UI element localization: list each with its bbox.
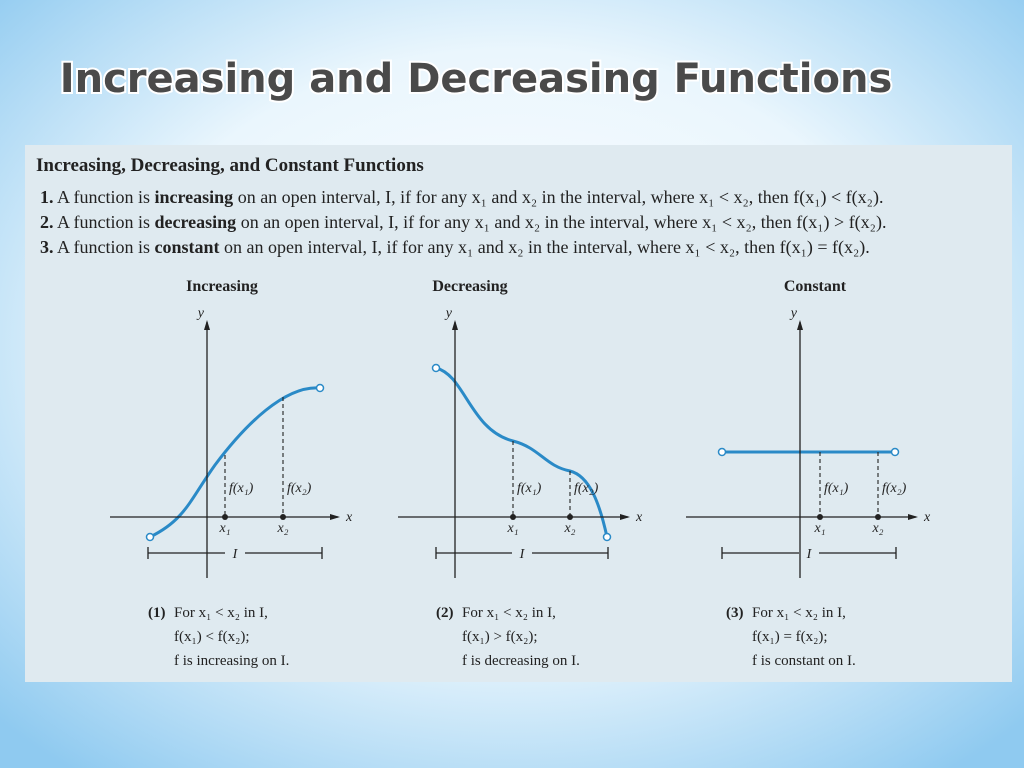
slide-title: Increasing and Decreasing Functions: [60, 56, 893, 102]
title-glow: Increasing and Decreasing Functions: [60, 56, 893, 102]
caption-number: (3): [726, 605, 744, 621]
caption-line: For x₁ < x₂ in I,: [752, 605, 846, 621]
interval-label: I: [806, 547, 813, 562]
endpoint: [145, 532, 155, 542]
f-label: f(x₁): [517, 481, 542, 496]
graph-title: Decreasing: [432, 278, 507, 295]
definition: 1. A function is increasing on an open i…: [40, 187, 883, 208]
x-point-label: x₂: [871, 521, 883, 536]
caption-line: For x₁ < x₂ in I,: [174, 605, 268, 621]
x-axis-label: x: [635, 510, 643, 525]
box-heading: Increasing, Decreasing, and Constant Fun…: [36, 155, 424, 176]
increasing-curve: [149, 386, 321, 539]
x-point-label: x₂: [276, 521, 288, 536]
point: [510, 514, 516, 520]
y-arrow: [797, 320, 803, 330]
caption-line: f(x₁) = f(x₂);: [752, 629, 828, 645]
caption-line: For x₁ < x₂ in I,: [462, 605, 556, 621]
endpoint: [717, 447, 727, 457]
f-label: f(x₂): [287, 481, 312, 496]
point: [817, 514, 823, 520]
graph-title: Increasing: [186, 278, 258, 295]
decreasing-curve: [435, 366, 609, 538]
y-axis-label: y: [789, 306, 798, 321]
caption-line: f(x₁) < f(x₂);: [174, 629, 250, 645]
y-arrow: [452, 320, 458, 330]
x-arrow: [330, 514, 340, 520]
content-box: [25, 145, 1012, 682]
point: [222, 514, 228, 520]
x-point-label: x₁: [506, 521, 518, 536]
y-arrow: [204, 320, 210, 330]
x-point-label: x₁: [218, 521, 230, 536]
x-point-label: x₂: [563, 521, 575, 536]
caption-line: f is decreasing on I.: [462, 653, 580, 669]
x-axis-label: x: [345, 510, 353, 525]
f-label: f(x₂): [882, 481, 907, 496]
y-axis-label: y: [444, 306, 453, 321]
x-axis-label: x: [923, 510, 931, 525]
f-label: f(x₁): [824, 481, 849, 496]
caption-line: f is constant on I.: [752, 653, 856, 669]
x-arrow: [620, 514, 630, 520]
f-label: f(x₁): [229, 481, 254, 496]
graph-title: Constant: [784, 278, 847, 295]
caption-number: (2): [436, 605, 454, 621]
endpoint: [431, 363, 441, 373]
y-axis-label: y: [196, 306, 205, 321]
endpoint: [315, 383, 325, 393]
caption-number: (1): [148, 605, 166, 621]
definition: 3. A function is constant on an open int…: [40, 237, 870, 258]
interval-label: I: [232, 547, 239, 562]
caption-line: f is increasing on I.: [174, 653, 289, 669]
point: [875, 514, 881, 520]
x-point-label: x₁: [813, 521, 825, 536]
x-arrow: [908, 514, 918, 520]
point: [567, 514, 573, 520]
interval-label: I: [519, 547, 526, 562]
caption-line: f(x₁) > f(x₂);: [462, 629, 538, 645]
endpoint: [602, 532, 612, 542]
definition: 2. A function is decreasing on an open i…: [40, 212, 886, 233]
f-label: f(x₂): [574, 481, 599, 496]
endpoint: [890, 447, 900, 457]
point: [280, 514, 286, 520]
